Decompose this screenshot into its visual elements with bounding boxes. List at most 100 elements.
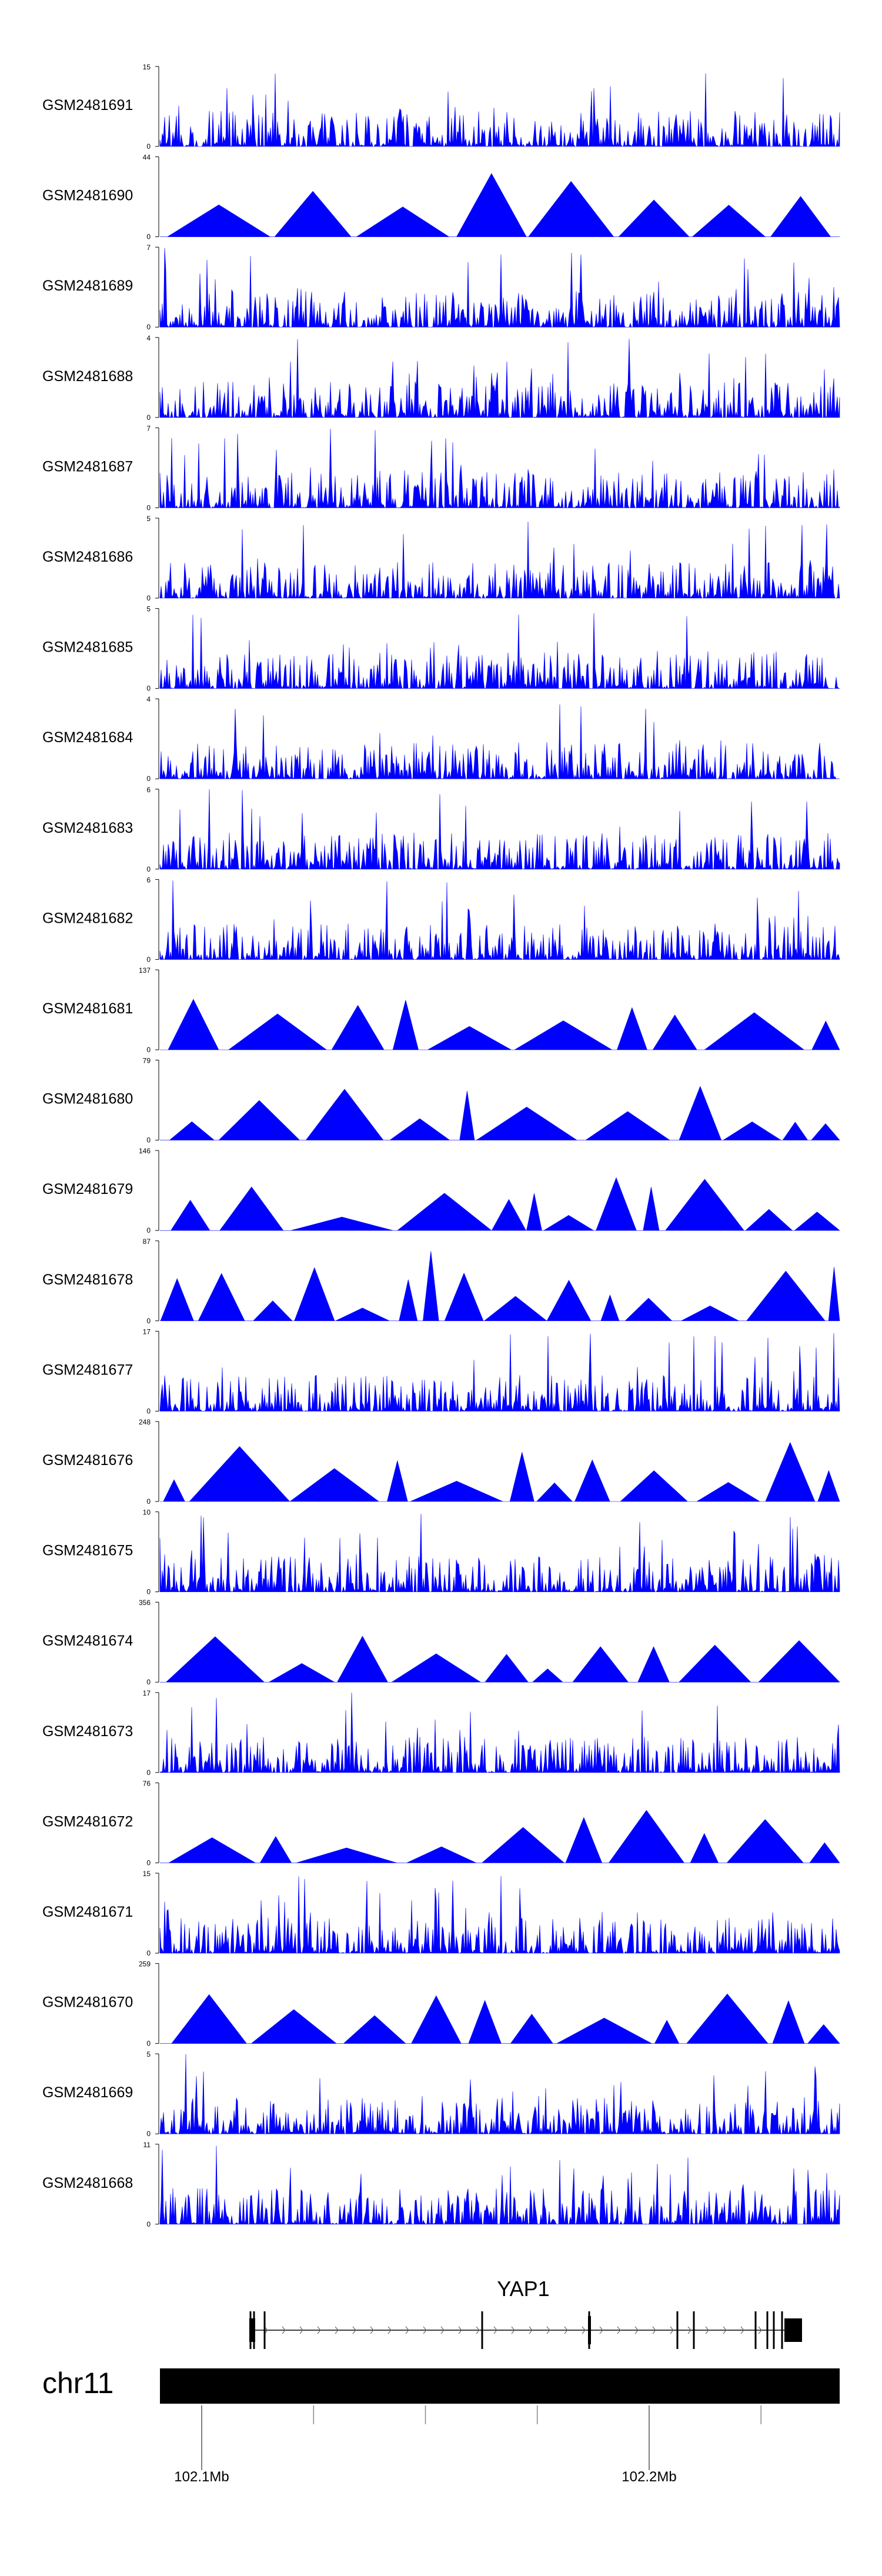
track-label: GSM2481690 [42, 188, 133, 204]
strand-arrow [687, 2326, 691, 2334]
exon [588, 2316, 591, 2344]
track-GSM2481670: GSM2481670 259 0 [42, 1960, 840, 2048]
signal-area [159, 704, 840, 780]
y-max-label: 4 [146, 695, 151, 703]
y-max-label: 5 [146, 2050, 151, 2058]
exon [773, 2311, 775, 2349]
signal-tracks: GSM2481691150GSM2481690440GSM248168970GS… [42, 63, 840, 2228]
strand-arrow [617, 2326, 621, 2334]
strand-arrow [282, 2326, 286, 2334]
gene-label: YAP1 [497, 2277, 549, 2301]
strand-arrow [423, 2326, 427, 2334]
track-GSM2481690: GSM2481690 44 0 [42, 154, 840, 241]
y-max-label: 4 [146, 334, 151, 342]
track-label: GSM2481684 [42, 729, 133, 746]
chromosome-ideogram: chr11 102.1Mb 102.2Mb [42, 2367, 840, 2485]
track-label: GSM2481688 [42, 368, 133, 385]
y-min-label: 0 [146, 1407, 151, 1415]
chromosome-ticks: 102.1Mb 102.2Mb [174, 2405, 761, 2485]
strand-arrow [723, 2326, 727, 2334]
strand-arrow [387, 2326, 392, 2334]
strand-arrow [476, 2326, 480, 2334]
exon [263, 2311, 266, 2349]
strand-arrow [564, 2326, 568, 2334]
track-GSM2481685: GSM2481685 5 0 [42, 605, 840, 693]
y-max-label: 6 [146, 786, 151, 794]
strand-arrow [458, 2326, 462, 2334]
y-min-label: 0 [146, 1678, 151, 1686]
strand-arrow [546, 2326, 550, 2334]
track-GSM2481671: GSM2481671 15 0 [42, 1870, 840, 1957]
y-min-label: 0 [146, 775, 151, 783]
track-label: GSM2481687 [42, 458, 133, 475]
signal-area [159, 73, 840, 148]
y-max-label: 137 [139, 966, 151, 975]
y-min-label: 0 [146, 955, 151, 963]
track-GSM2481691: GSM2481691 15 0 [42, 63, 840, 151]
strand-arrow [634, 2326, 639, 2334]
strand-arrow [705, 2326, 709, 2334]
signal-area [160, 1636, 840, 1683]
y-min-label: 0 [146, 503, 151, 512]
y-min-label: 0 [146, 413, 151, 422]
track-label: GSM2481685 [42, 639, 133, 656]
track-GSM2481686: GSM2481686 5 0 [42, 515, 840, 602]
track-GSM2481669: GSM2481669 5 0 [42, 2050, 840, 2138]
exon [781, 2311, 783, 2349]
track-GSM2481688: GSM2481688 4 0 [42, 334, 840, 422]
track-label: GSM2481671 [42, 1904, 133, 1920]
track-GSM2481668: GSM2481668 11 0 [42, 2141, 840, 2228]
gene-track: YAP1 [249, 2277, 802, 2349]
signal-area [159, 1876, 840, 1954]
y-max-label: 7 [146, 424, 151, 432]
track-label: GSM2481679 [42, 1181, 133, 1197]
track-label: GSM2481678 [42, 1272, 133, 1288]
y-min-label: 0 [146, 233, 151, 241]
signal-area [160, 1993, 840, 2044]
y-min-label: 0 [146, 1858, 151, 1867]
y-min-label: 0 [146, 323, 151, 331]
track-label: GSM2481681 [42, 1000, 133, 1017]
signal-area [159, 1513, 840, 1593]
exon [693, 2311, 695, 2349]
strand-arrow [264, 2326, 268, 2334]
exon [676, 2311, 679, 2349]
strand-arrow [405, 2326, 409, 2334]
y-min-label: 0 [146, 1769, 151, 1777]
track-label: GSM2481675 [42, 1543, 133, 1559]
signal-area [159, 880, 840, 960]
signal-area [160, 1086, 840, 1140]
signal-area [160, 1442, 840, 1502]
y-max-label: 44 [143, 154, 151, 162]
y-max-label: 5 [146, 605, 151, 613]
y-max-label: 356 [139, 1599, 151, 1607]
strand-arrow [529, 2326, 533, 2334]
exon [754, 2311, 757, 2349]
y-max-label: 146 [139, 1147, 151, 1155]
y-max-label: 5 [146, 515, 151, 523]
y-min-label: 0 [146, 865, 151, 873]
track-GSM2481681: GSM2481681 137 0 [42, 966, 840, 1054]
track-GSM2481679: GSM2481679 146 0 [42, 1147, 840, 1234]
track-GSM2481684: GSM2481684 4 0 [42, 695, 840, 783]
signal-area [160, 173, 840, 237]
track-GSM2481680: GSM2481680 79 0 [42, 1057, 840, 1144]
strand-arrow [652, 2326, 656, 2334]
track-GSM2481672: GSM2481672 76 0 [42, 1779, 840, 1867]
track-label: GSM2481670 [42, 1994, 133, 2011]
y-min-label: 0 [146, 142, 151, 151]
signal-area [159, 1333, 840, 1412]
exon [481, 2311, 483, 2349]
axis-tick-label: 102.2Mb [622, 2469, 676, 2485]
track-label: GSM2481674 [42, 1633, 133, 1649]
track-label: GSM2481691 [42, 97, 133, 114]
track-label: GSM2481689 [42, 278, 133, 294]
track-label: GSM2481680 [42, 1091, 133, 1107]
track-GSM2481689: GSM2481689 7 0 [42, 243, 840, 331]
signal-area [159, 789, 840, 870]
strand-arrow [440, 2326, 445, 2334]
signal-area [160, 1810, 840, 1863]
signal-area [160, 999, 840, 1050]
y-max-label: 17 [143, 1689, 151, 1697]
